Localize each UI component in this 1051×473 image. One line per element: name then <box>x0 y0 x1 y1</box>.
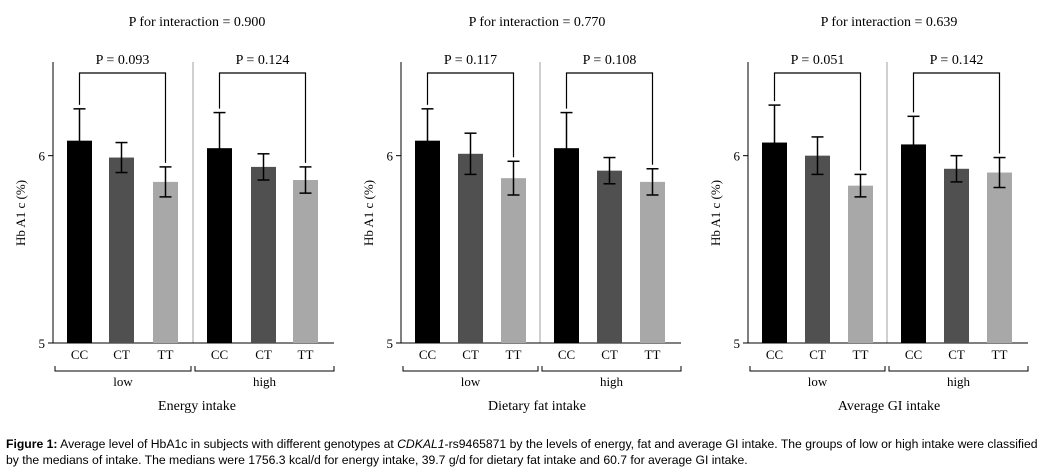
figure-panels: P for interaction = 0.900 5 6 Hb A1 c (%) CC… <box>13 15 1029 414</box>
p-value-label: P = 0.124 <box>236 53 290 68</box>
x-tick-label: CT <box>255 347 272 362</box>
x-tick-label: TT <box>298 347 314 362</box>
group-bracket <box>541 366 682 372</box>
bar-low-tt <box>848 185 873 343</box>
p-value-label: P = 0.051 <box>791 53 845 68</box>
bar-high-tt <box>293 180 318 343</box>
y-axis-label: Hb A1 c (%) <box>708 180 723 246</box>
group-bracket <box>194 366 335 372</box>
x-axis-label: Dietary fat intake <box>488 399 586 414</box>
y-tick-label: 6 <box>39 149 46 164</box>
y-tick-label: 5 <box>39 336 46 351</box>
p-value-label: P = 0.142 <box>930 53 984 68</box>
caption-gene: CDKAL1 <box>397 437 445 451</box>
significance-bracket <box>912 72 1001 154</box>
caption-text-after: -rs9465871 by the levels of energy, fat … <box>6 437 1038 467</box>
y-tick-label: 5 <box>387 336 394 351</box>
group-label: high <box>600 374 624 389</box>
y-tick-label: 6 <box>387 149 394 164</box>
p-value-label: P = 0.093 <box>96 53 150 68</box>
x-tick-label: CC <box>71 347 88 362</box>
x-tick-label: CT <box>948 347 965 362</box>
x-tick-label: TT <box>992 347 1008 362</box>
x-tick-label: TT <box>853 347 869 362</box>
significance-bracket <box>78 72 167 163</box>
significance-bracket <box>218 72 307 163</box>
x-tick-label: CT <box>113 347 130 362</box>
figure-caption: Figure 1: Average level of HbA1c in subj… <box>6 436 1046 468</box>
bar-low-tt <box>501 178 526 343</box>
y-axis-label: Hb A1 c (%) <box>361 180 376 246</box>
group-bracket <box>749 366 886 372</box>
x-tick-label: CC <box>558 347 575 362</box>
bar-low-ct <box>109 157 134 343</box>
y-axis-label: Hb A1 c (%) <box>13 180 28 246</box>
p-value-label: P = 0.108 <box>583 53 637 68</box>
bar-low-tt <box>153 181 178 343</box>
x-tick-label: CC <box>211 347 228 362</box>
bar-low-cc <box>67 140 92 343</box>
bar-high-ct <box>251 166 276 343</box>
group-label: low <box>808 374 828 389</box>
x-tick-label: CC <box>419 347 436 362</box>
chart-panel-3: P for interaction = 0.639 5 6 Hb A1 c (%) CC… <box>708 15 1029 414</box>
bar-low-ct <box>805 155 830 343</box>
group-label: high <box>947 374 971 389</box>
x-tick-label: CT <box>601 347 618 362</box>
bar-high-ct <box>944 168 969 343</box>
bar-high-tt <box>987 172 1012 343</box>
group-label: low <box>113 374 133 389</box>
bar-high-cc <box>901 144 926 343</box>
x-tick-label: TT <box>158 347 174 362</box>
x-tick-label: CT <box>809 347 826 362</box>
group-label: high <box>253 374 277 389</box>
group-bracket <box>402 366 539 372</box>
group-label: low <box>461 374 481 389</box>
group-bracket <box>888 366 1029 372</box>
chart-panel-2: P for interaction = 0.770 5 6 Hb A1 c (%) CC… <box>361 15 682 414</box>
x-tick-label: TT <box>506 347 522 362</box>
p-value-label: P = 0.117 <box>444 53 497 68</box>
significance-bracket <box>565 72 654 165</box>
x-tick-label: CC <box>766 347 783 362</box>
y-tick-label: 6 <box>734 149 741 164</box>
x-tick-label: TT <box>645 347 661 362</box>
x-axis-label: Average GI intake <box>838 399 940 414</box>
chart-title: P for interaction = 0.770 <box>469 15 606 30</box>
significance-bracket <box>426 72 515 158</box>
y-tick-label: 5 <box>734 336 741 351</box>
bar-high-tt <box>640 181 665 343</box>
significance-bracket <box>773 72 862 171</box>
x-tick-label: CC <box>905 347 922 362</box>
bar-low-cc <box>415 140 440 343</box>
caption-label: Figure 1: <box>6 437 58 451</box>
chart-title: P for interaction = 0.639 <box>821 15 958 30</box>
x-tick-label: CT <box>462 347 479 362</box>
chart-panel-1: P for interaction = 0.900 5 6 Hb A1 c (%) CC… <box>13 15 335 414</box>
group-bracket <box>54 366 192 372</box>
chart-title: P for interaction = 0.900 <box>129 15 266 30</box>
x-axis-label: Energy intake <box>158 399 236 414</box>
caption-text-before: Average level of HbA1c in subjects with … <box>57 437 398 451</box>
bar-high-ct <box>597 170 622 343</box>
bar-low-ct <box>458 153 483 343</box>
